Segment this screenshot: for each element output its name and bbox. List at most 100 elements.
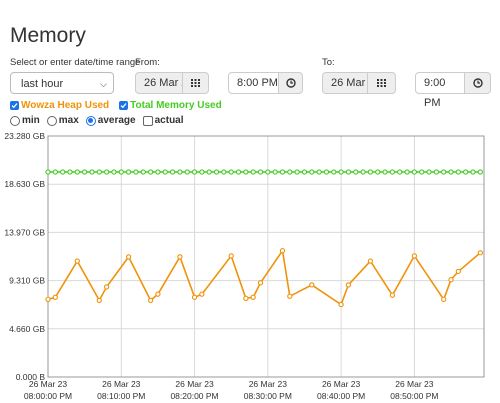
data-point bbox=[125, 169, 132, 175]
data-point bbox=[118, 169, 124, 175]
data-point bbox=[96, 169, 102, 175]
calendar-grid-icon bbox=[191, 79, 200, 87]
radio-selected-icon[interactable] bbox=[85, 115, 96, 126]
mode-max[interactable]: max bbox=[46, 115, 79, 126]
data-point bbox=[404, 169, 410, 175]
plot-frame bbox=[47, 135, 485, 378]
calendar-grid-icon bbox=[377, 79, 386, 87]
data-point bbox=[191, 294, 198, 300]
mode-actual-label: actual bbox=[154, 115, 184, 126]
radio-icon[interactable] bbox=[46, 115, 57, 126]
mode-max-label: max bbox=[58, 115, 79, 126]
data-point bbox=[155, 169, 161, 175]
from-label: From: bbox=[135, 57, 160, 68]
data-point bbox=[257, 280, 264, 286]
data-point bbox=[455, 268, 462, 275]
data-point bbox=[375, 169, 381, 175]
data-point bbox=[323, 169, 330, 175]
data-point bbox=[155, 291, 161, 297]
data-point bbox=[265, 169, 271, 175]
series-line bbox=[47, 248, 481, 306]
data-point bbox=[360, 169, 366, 175]
data-point bbox=[353, 169, 359, 175]
mode-min[interactable]: min bbox=[10, 115, 40, 126]
data-point bbox=[448, 169, 454, 175]
data-point bbox=[301, 169, 308, 175]
heap-toggle[interactable]: Wowza Heap Used bbox=[10, 100, 109, 111]
data-point bbox=[331, 169, 337, 175]
data-point bbox=[272, 169, 278, 175]
data-point bbox=[279, 248, 286, 254]
x-tick-label: 26 Mar 23 bbox=[322, 379, 361, 389]
x-tick-label: 08:50:00 PM bbox=[390, 391, 438, 401]
data-point bbox=[257, 169, 264, 175]
from-time-input[interactable]: 8:00 PM bbox=[228, 72, 279, 94]
to-date-input[interactable]: 26 Mar 23 bbox=[322, 72, 368, 94]
data-point bbox=[433, 169, 440, 175]
data-point bbox=[287, 293, 293, 299]
data-point bbox=[140, 169, 146, 175]
to-calendar-button[interactable] bbox=[368, 72, 396, 94]
x-tick-label: 26 Mar 23 bbox=[175, 379, 214, 389]
to-time-input[interactable]: 9:00 PM bbox=[415, 72, 465, 109]
x-tick-label: 26 Mar 23 bbox=[249, 379, 288, 389]
from-date-value: 26 Mar 23 bbox=[144, 77, 182, 89]
data-point bbox=[60, 169, 66, 175]
chevron-down-icon: ⌵ bbox=[100, 79, 107, 89]
data-point bbox=[81, 169, 88, 175]
data-point bbox=[199, 169, 205, 175]
data-point bbox=[243, 169, 249, 175]
from-date-input[interactable]: 26 Mar 23 bbox=[135, 72, 183, 94]
data-point bbox=[228, 169, 234, 175]
data-point bbox=[103, 169, 110, 175]
data-point bbox=[177, 169, 183, 175]
clock-icon bbox=[285, 78, 296, 88]
data-point bbox=[162, 169, 168, 175]
data-point bbox=[74, 258, 80, 264]
data-point bbox=[279, 169, 286, 175]
data-point bbox=[316, 169, 322, 175]
y-tick-label: 23.280 GB bbox=[4, 131, 45, 141]
mode-average[interactable]: average bbox=[85, 115, 136, 126]
x-tick-label: 08:10:00 PM bbox=[97, 391, 145, 401]
range-select[interactable]: last hour ⌵ bbox=[10, 72, 114, 94]
data-point bbox=[169, 169, 176, 175]
data-point bbox=[67, 169, 73, 175]
data-point bbox=[287, 169, 293, 175]
y-tick-label: 9.310 GB bbox=[9, 276, 45, 286]
data-point bbox=[411, 169, 418, 175]
data-point bbox=[441, 169, 447, 175]
total-toggle[interactable]: Total Memory Used bbox=[119, 100, 222, 111]
data-point bbox=[426, 169, 432, 175]
data-point bbox=[52, 169, 58, 175]
data-point bbox=[206, 169, 212, 175]
data-point bbox=[45, 296, 51, 303]
data-point bbox=[199, 291, 205, 297]
data-point bbox=[477, 250, 483, 256]
y-tick-label: 0.000 B bbox=[16, 372, 46, 382]
from-calendar-button[interactable] bbox=[183, 72, 209, 94]
data-point bbox=[448, 277, 454, 283]
to-clock-button[interactable] bbox=[465, 72, 491, 94]
data-point bbox=[177, 254, 183, 260]
data-point bbox=[345, 169, 352, 175]
data-point bbox=[111, 169, 117, 175]
from-clock-button[interactable] bbox=[279, 72, 303, 94]
range-label: Select or enter date/time range bbox=[10, 57, 141, 68]
y-tick-label: 4.660 GB bbox=[9, 324, 45, 334]
data-point bbox=[213, 169, 220, 175]
to-label: To: bbox=[322, 57, 335, 68]
data-point bbox=[184, 169, 190, 175]
checkbox-checked-icon[interactable] bbox=[119, 101, 129, 110]
data-point bbox=[89, 169, 95, 175]
checkbox-icon[interactable] bbox=[142, 115, 153, 126]
memory-chart: 23.280 GB 18.630 GB 13.970 GB 9.310 GB 4.660… bbox=[4, 131, 485, 401]
radio-icon[interactable] bbox=[10, 115, 20, 126]
data-point bbox=[411, 253, 418, 259]
mode-actual[interactable]: actual bbox=[142, 115, 184, 126]
data-point bbox=[397, 169, 403, 175]
checkbox-checked-icon[interactable] bbox=[10, 101, 19, 110]
data-point bbox=[45, 169, 51, 175]
series-toggles: Wowza Heap Used Total Memory Used bbox=[10, 100, 232, 111]
to-time-value: 9:00 PM bbox=[424, 77, 446, 109]
